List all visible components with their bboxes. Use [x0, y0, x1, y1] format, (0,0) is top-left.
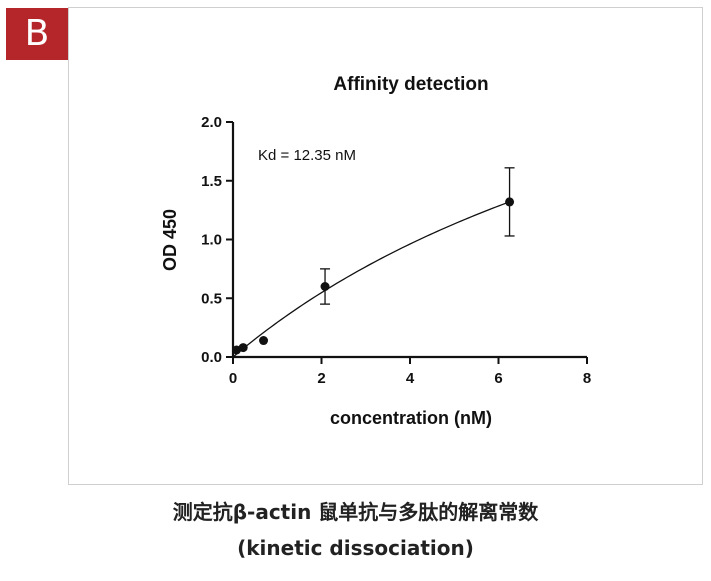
- figure-caption-line2: (kinetic dissociation): [237, 536, 474, 560]
- x-axis-label: concentration (nM): [330, 408, 492, 428]
- y-tick-label: 0.0: [201, 349, 222, 366]
- x-tick-label: 6: [494, 370, 502, 387]
- x-tick-label: 2: [317, 370, 325, 387]
- data-point: [505, 197, 515, 207]
- chart-title: Affinity detection: [333, 74, 488, 95]
- data-point: [238, 343, 248, 353]
- panel-frame: [68, 7, 703, 485]
- y-tick-label: 1.5: [201, 173, 222, 190]
- kd-annotation: Kd = 12.35 nM: [258, 147, 356, 164]
- figure-caption-line1: 测定抗β-actin 鼠单抗与多肽的解离常数: [172, 500, 539, 524]
- fit-curve: [232, 201, 510, 358]
- y-tick-label: 1.0: [201, 232, 222, 249]
- affinity-chart: Affinity detection Kd = 12.35 nM concent…: [160, 74, 591, 428]
- x-tick-label: 4: [406, 370, 415, 387]
- x-tick-label: 0: [229, 370, 237, 387]
- data-point: [320, 282, 330, 291]
- y-tick-label: 0.5: [201, 290, 222, 307]
- x-tick-label: 8: [583, 370, 591, 387]
- data-point: [259, 336, 269, 346]
- panel-label: B: [6, 8, 68, 60]
- y-tick-label: 2.0: [201, 114, 222, 131]
- y-axis-label: OD 450: [160, 209, 180, 271]
